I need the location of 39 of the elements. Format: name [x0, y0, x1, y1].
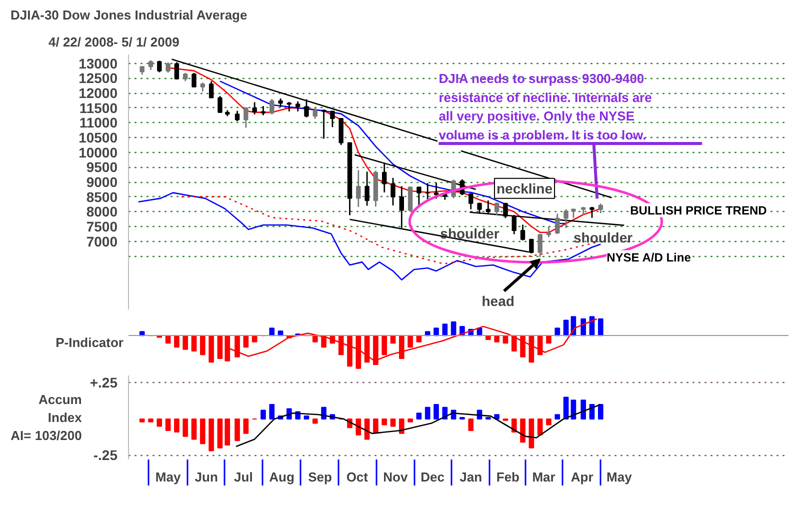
x-tick-label: Jul	[234, 470, 253, 484]
x-tick-label: Mar	[532, 470, 556, 484]
annotation: neckline	[496, 180, 553, 196]
y-tick-label: 8000	[86, 204, 118, 220]
series-label: BULLISH PRICE TREND	[630, 203, 768, 218]
y-axis-title: Accum Index AI= 103/200	[10, 392, 83, 443]
y-tick-label: 9500	[86, 159, 118, 176]
y-tick-label: 8500	[86, 188, 118, 205]
y-tick-label: 10500	[78, 130, 118, 146]
series-label: NYSE A/D Line	[606, 250, 692, 264]
x-tick-label: Jun	[194, 470, 218, 484]
x-tick-label: Aug	[269, 470, 294, 484]
x-tick-label: Nov	[383, 470, 409, 484]
y-axis-title: P-Indicator	[56, 335, 124, 350]
y-tick-label: 11500	[79, 100, 118, 116]
annotation: DJIA needs to surpass 9300-9400 resistance of necline. Internals are all very positive. Only the NYSE volume is a problem. It is too low.	[438, 71, 652, 142]
chart-subtitle: 4/ 22/ 2008- 5/ 1/ 2009	[48, 34, 180, 50]
x-tick-label: Oct	[346, 470, 369, 484]
annotation: head	[482, 293, 514, 310]
y-tick-label: 7000	[86, 233, 118, 250]
y-tick-label: -.25	[93, 447, 118, 464]
y-tick-label: 12000	[78, 85, 118, 102]
annotation: shoulder	[440, 226, 500, 242]
y-tick-label: 11000	[79, 114, 118, 131]
x-tick-label: Sep	[308, 470, 332, 484]
y-tick-label: 9000	[86, 174, 118, 190]
x-tick-label: May	[155, 470, 182, 484]
y-tick-label: 13000	[78, 55, 118, 72]
x-tick-label: Feb	[496, 470, 520, 484]
y-tick-label: +.25	[90, 374, 118, 391]
x-tick-label: Dec	[420, 470, 444, 484]
annotation: shoulder	[573, 230, 634, 246]
x-tick-label: Apr	[570, 470, 594, 484]
y-tick-label: 7500	[86, 218, 118, 234]
y-tick-label: 10000	[78, 144, 118, 160]
x-tick-label: Jan	[460, 470, 482, 484]
y-tick-label: 12500	[78, 70, 118, 86]
chart-title: DJIA-30 Dow Jones Industrial Average	[10, 8, 248, 22]
x-tick-label: May	[606, 470, 633, 484]
